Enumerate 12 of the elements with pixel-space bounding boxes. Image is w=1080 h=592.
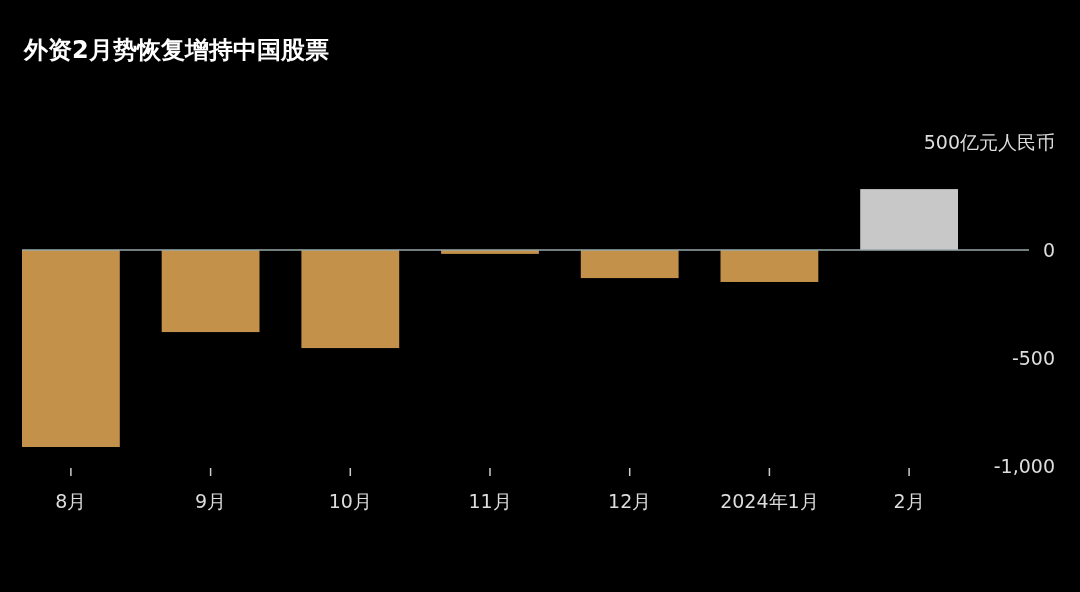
y-tick-label: 500亿元人民币 <box>923 131 1055 154</box>
y-tick-label: -500 <box>1011 347 1055 370</box>
x-tick-label: 2月 <box>893 490 925 512</box>
x-tick-label: 12月 <box>608 490 652 512</box>
x-tick-label: 9月 <box>195 490 227 512</box>
x-tick-label: 10月 <box>328 490 372 512</box>
chart-title: 外资2月势恢复增持中国股票 <box>23 36 329 64</box>
y-tick-label: 0 <box>1042 239 1055 262</box>
x-tick-label: 2024年1月 <box>720 490 819 512</box>
x-tick-label: 8月 <box>55 490 87 512</box>
x-tick-label: 11月 <box>468 490 512 512</box>
y-tick-label: -1,000 <box>993 455 1055 478</box>
